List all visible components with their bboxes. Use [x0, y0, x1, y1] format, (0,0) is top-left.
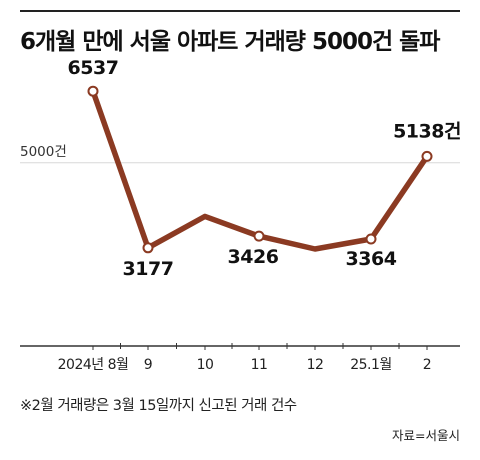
data-label: 3426 [228, 246, 279, 268]
data-label: 5138건 [393, 120, 461, 142]
chart-title: 6개월 만에 서울 아파트 거래량 5000건 돌파 [20, 29, 440, 55]
reference-line-label: 5000건 [20, 144, 67, 160]
data-label: 3364 [346, 248, 397, 270]
data-point [253, 230, 265, 242]
data-point [87, 85, 99, 97]
data-point [365, 233, 377, 245]
x-tick-label: 11 [251, 357, 268, 373]
data-point [142, 242, 154, 254]
x-tick-label: 2 [423, 357, 431, 373]
data-label: 6537 [68, 57, 119, 79]
x-tick-label: 12 [307, 357, 324, 373]
x-tick-label: 9 [144, 357, 152, 373]
top-rule [20, 10, 460, 12]
data-point [421, 150, 433, 162]
source-label: 자료=서울시 [392, 428, 460, 443]
series-line [90, 88, 430, 252]
x-tick-label: 25.1월 [350, 357, 392, 373]
data-label: 3177 [123, 258, 174, 280]
footnote: ※2월 거래량은 3월 15일까지 신고된 거래 건수 [20, 398, 297, 414]
x-tick-label: 10 [197, 357, 214, 373]
x-tick-label: 2024년 8월 [58, 357, 129, 373]
